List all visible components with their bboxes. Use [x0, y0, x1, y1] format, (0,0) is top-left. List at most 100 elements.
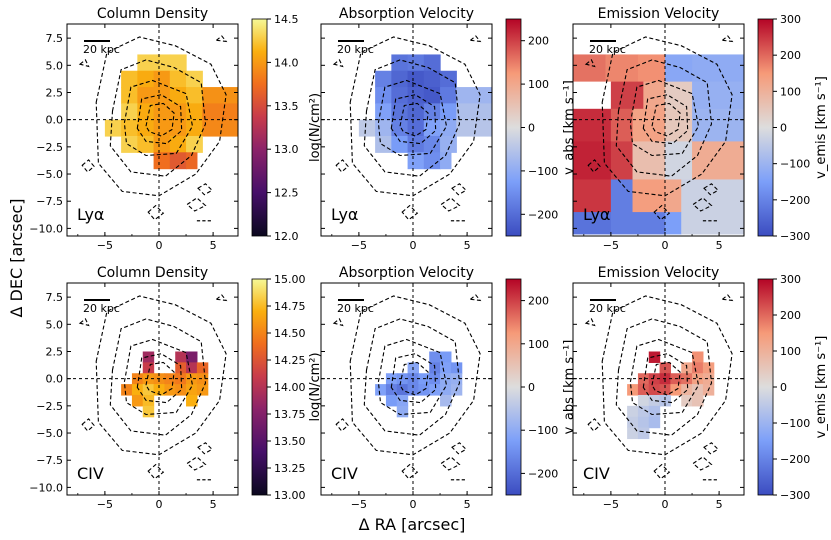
map-cell [407, 103, 425, 121]
plot-frame [66, 23, 239, 237]
scalebar-label: 20 kpc [337, 302, 374, 315]
map-cell [637, 416, 650, 429]
map-cell [121, 103, 138, 121]
species-label: CIV [583, 464, 610, 483]
x-tick-label: 0 [409, 239, 416, 252]
x-tick-label: 5 [210, 498, 217, 511]
map-cell [169, 87, 187, 104]
contour-line [440, 197, 461, 212]
map-cell [643, 81, 666, 110]
colorbar-tick-label: −200 [780, 194, 810, 207]
colorbar-tick-label: 200 [780, 309, 801, 322]
contour-line [349, 36, 481, 197]
map-cell [407, 87, 425, 104]
y-tick-label: 7.5 [46, 291, 64, 304]
y-tick-label: −5.0 [36, 427, 63, 440]
map-cell [659, 384, 672, 396]
x-tick-label: 5 [210, 239, 217, 252]
map-cell [137, 87, 155, 104]
map-cell [396, 394, 409, 407]
map-cell [627, 384, 639, 396]
colorbar-tick-label: −300 [780, 489, 810, 502]
contour-line [469, 35, 482, 43]
map-cell [137, 135, 155, 153]
contour-line [78, 59, 90, 68]
map-cell [169, 135, 187, 153]
map-cell [186, 87, 203, 104]
contour-line [186, 197, 207, 212]
contour-line [440, 456, 461, 471]
map-cell [153, 152, 171, 170]
map-cell [681, 212, 744, 235]
map-cell [429, 384, 441, 396]
map-cell [153, 384, 166, 396]
colorbar-tick-label: −200 [780, 453, 810, 466]
y-tick-label: −7.5 [36, 195, 63, 208]
map-cell [131, 394, 144, 407]
contour-line [332, 318, 344, 327]
colorbar-tick-label: 0 [528, 381, 535, 394]
colorbar-tick-label: −200 [528, 208, 558, 221]
map-cell [391, 119, 409, 137]
map-cell [423, 135, 441, 153]
panel-title: Absorption Velocity [339, 265, 474, 281]
contour-line [147, 204, 165, 221]
map-cell [456, 119, 492, 137]
contour-line [721, 35, 734, 43]
colorbar-tick-label: 12.5 [274, 187, 299, 200]
colorbar-tick-label: −300 [780, 230, 810, 243]
colorbar-tick-label: 100 [780, 85, 801, 98]
colorbar-tick-label: 14.0 [274, 56, 299, 69]
contour-line [349, 295, 481, 456]
contour-line [81, 418, 95, 432]
contour-line [451, 183, 467, 196]
colorbar-tick-label: 14.75 [274, 300, 306, 313]
map-cell [637, 427, 650, 440]
colorbar-tick-label: −100 [528, 165, 558, 178]
map-cell [186, 119, 203, 137]
map-cell [407, 135, 425, 153]
map-cell [358, 119, 376, 137]
scalebar-label: 20 kpc [589, 302, 626, 315]
colorbar-label: v_emis [km s⁻¹] [814, 336, 829, 439]
colorbar-tick-label: −100 [528, 424, 558, 437]
map-cell [702, 373, 715, 385]
colorbar-tick-label: 300 [780, 273, 801, 286]
map-cell [632, 141, 666, 181]
map-cell [137, 70, 155, 88]
y-tick-label: −10.0 [29, 222, 63, 235]
panel-civ-coldens: 20 kpc CIV Column Density −5 0 5 7.5 5.0 2.5 0.0 −… [29, 265, 323, 511]
map-cell [573, 81, 612, 110]
scalebar-label: 20 kpc [83, 302, 120, 315]
species-label: CIV [331, 464, 358, 483]
map-cell [423, 54, 441, 72]
contour-line [401, 463, 419, 480]
map-cell [169, 119, 187, 137]
contour-line [95, 36, 227, 197]
colorbar-gradient [757, 278, 774, 496]
map-cell [637, 373, 650, 385]
map-cell [664, 179, 682, 213]
map-cell [440, 70, 457, 88]
colorbar-tick-label: 13.75 [274, 408, 306, 421]
map-cell [137, 54, 155, 72]
map-cell [407, 152, 425, 170]
map-cell [423, 70, 441, 88]
contour-line [653, 204, 671, 221]
panel-title: Column Density [97, 6, 208, 22]
map-cell [440, 87, 457, 104]
contour-line [363, 318, 461, 436]
contour-line [401, 204, 419, 221]
map-cell [692, 362, 704, 374]
map-cell [202, 119, 238, 137]
contour-line [451, 442, 467, 455]
map-cell [142, 405, 155, 418]
map-cell [407, 384, 420, 396]
colorbar-tick-label: 14.00 [274, 381, 306, 394]
map-cell [121, 135, 138, 153]
map-cell [142, 394, 155, 407]
y-tick-label: 5.0 [46, 59, 64, 72]
x-tick-label: 0 [155, 239, 162, 252]
contour-line [584, 59, 596, 68]
